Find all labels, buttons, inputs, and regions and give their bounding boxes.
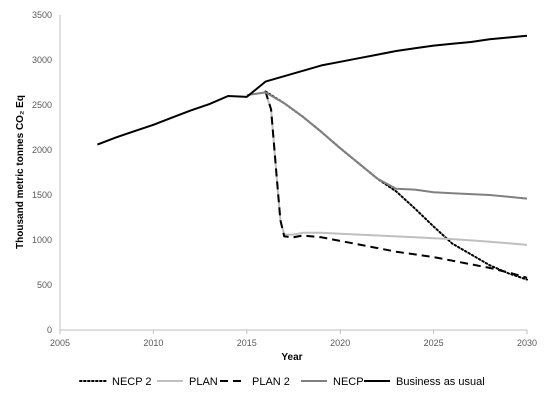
y-tick-label: 1500 bbox=[32, 190, 52, 200]
legend-label: PLAN 2 bbox=[252, 376, 290, 388]
y-tick-label: 1000 bbox=[32, 235, 52, 245]
legend-label: PLAN bbox=[189, 376, 218, 388]
x-tick-label: 2005 bbox=[50, 338, 70, 348]
y-tick-label: 0 bbox=[47, 325, 52, 335]
y-tick-label: 2500 bbox=[32, 100, 52, 110]
series-lines bbox=[97, 34, 528, 281]
legend-label: NECP bbox=[333, 376, 364, 388]
series-line-necp bbox=[246, 91, 528, 200]
legend: NECP 2 PLAN PLAN 2 NECP Business as usual bbox=[79, 376, 485, 388]
x-tick-label: 2025 bbox=[424, 338, 444, 348]
x-tick-label: 2010 bbox=[143, 338, 163, 348]
x-tick-label: 2015 bbox=[237, 338, 257, 348]
series-line-plan-2 bbox=[264, 91, 528, 279]
y-axis-title: Thousand metric tonnes CO₂ Eq bbox=[15, 95, 26, 249]
x-tick-label: 2020 bbox=[330, 338, 350, 348]
x-axis-ticks: 2005 2010 2015 2020 2025 2030 bbox=[50, 330, 537, 348]
y-tick-label: 3000 bbox=[32, 55, 52, 65]
legend-label: NECP 2 bbox=[112, 376, 152, 388]
x-axis-title: Year bbox=[281, 352, 302, 363]
y-axis-ticks: 0 500 1000 1500 2000 2500 3000 3500 bbox=[32, 10, 52, 335]
series-line-business-as-usual bbox=[97, 34, 528, 146]
y-tick-label: 3500 bbox=[32, 10, 52, 20]
series-line-plan bbox=[264, 92, 528, 246]
plot-area: 2005 2010 2015 2020 2025 2030 0 500 1000 1500 200… bbox=[32, 10, 537, 348]
y-tick-label: 2000 bbox=[32, 145, 52, 155]
legend-label: Business as usual bbox=[396, 376, 485, 388]
x-tick-label: 2030 bbox=[517, 338, 537, 348]
y-tick-label: 500 bbox=[37, 280, 52, 290]
